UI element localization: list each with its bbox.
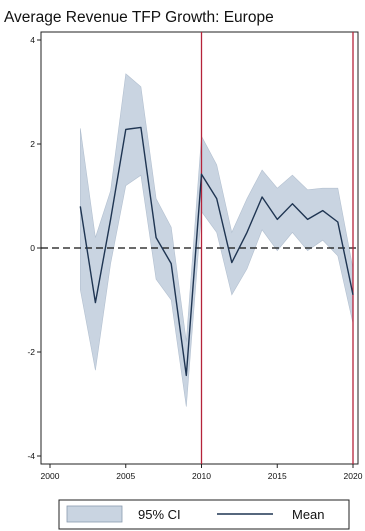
plot-area: -4 -2 0 2 4 2000 2005 2010 2015 2020 [27,31,363,481]
y-tick-label: 2 [30,139,35,149]
legend: 95% CI Mean [58,499,350,530]
y-tick-label: 4 [30,35,35,45]
ci-band [80,73,354,407]
x-tick-label: 2010 [192,471,211,481]
x-tick-label: 2005 [116,471,135,481]
x-tick-label: 2020 [344,471,363,481]
legend-mean-label: Mean [292,507,325,522]
legend-ci-swatch [66,505,123,523]
y-tick-label: -2 [27,347,35,357]
y-tick-label: -4 [27,451,35,461]
legend-ci-label: 95% CI [138,507,181,522]
mean-line [79,126,354,377]
x-tick-label: 2015 [268,471,287,481]
y-tick-label: 0 [30,243,35,253]
chart-title: Average Revenue TFP Growth: Europe [4,9,274,26]
x-tick-label: 2000 [41,471,60,481]
